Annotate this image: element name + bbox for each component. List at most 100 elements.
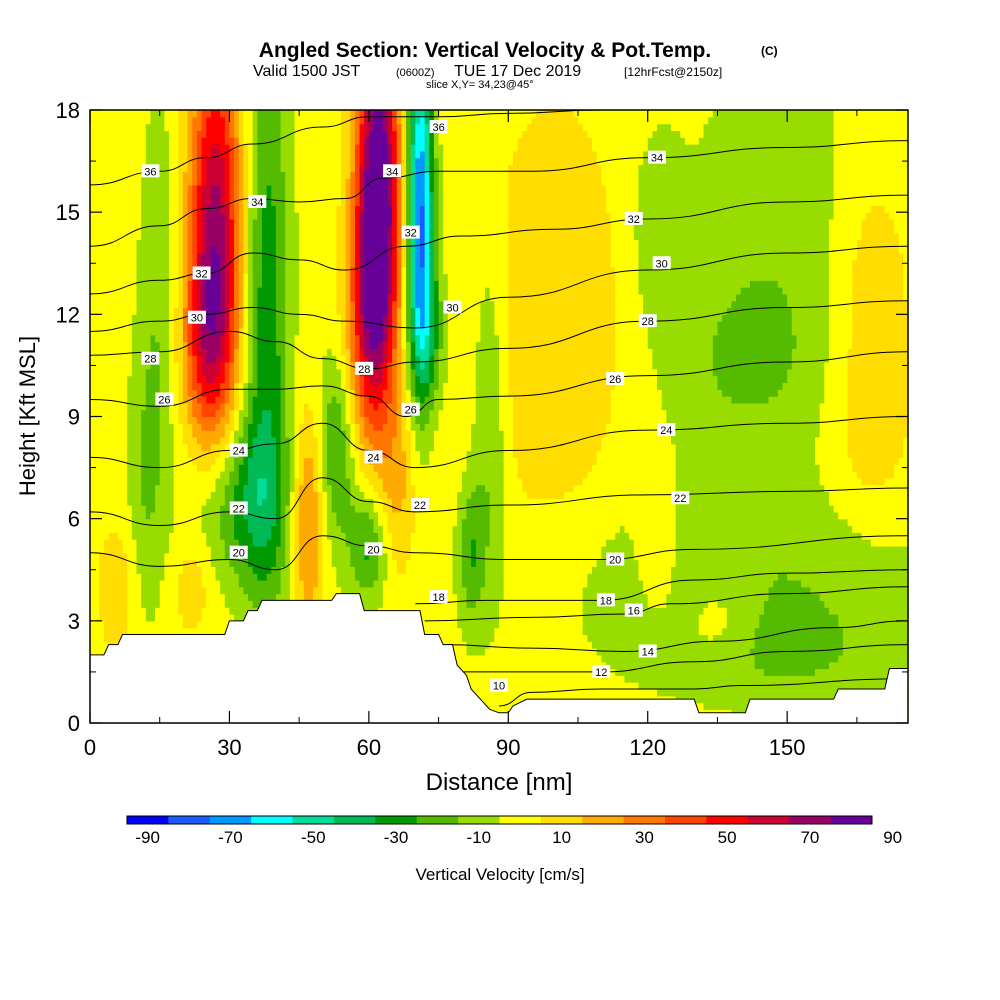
velocity-cell: [833, 682, 839, 690]
velocity-cell: [601, 627, 607, 636]
velocity-cell: [145, 614, 152, 622]
velocity-cell: [313, 566, 319, 574]
velocity-cell: [759, 552, 765, 561]
velocity-cell: [657, 600, 663, 608]
velocity-cell: [554, 593, 561, 601]
velocity-cell: [712, 539, 719, 547]
velocity-cell: [573, 559, 579, 567]
velocity-cell: [182, 525, 189, 533]
velocity-cell: [508, 552, 514, 561]
velocity-cell: [842, 641, 849, 649]
velocity-cell: [294, 559, 300, 567]
velocity-cell: [275, 586, 282, 595]
velocity-cell: [661, 573, 667, 581]
velocity-cell: [782, 539, 788, 547]
velocity-cell: [173, 559, 179, 567]
velocity-cell: [378, 552, 384, 561]
velocity-cell: [280, 566, 286, 574]
velocity-cell: [856, 614, 863, 622]
velocity-cell: [703, 661, 709, 670]
velocity-cell: [438, 532, 444, 540]
velocity-cell: [601, 539, 607, 547]
velocity-cell: [805, 573, 811, 581]
velocity-cell: [652, 545, 658, 554]
velocity-cell: [777, 593, 784, 601]
velocity-cell: [392, 579, 398, 588]
velocity-cell: [796, 600, 802, 608]
velocity-cell: [159, 559, 165, 567]
velocity-cell: [768, 559, 774, 567]
velocity-cell: [429, 573, 435, 581]
velocity-cell: [578, 559, 584, 567]
velocity-cell: [564, 566, 570, 574]
velocity-cell: [866, 682, 872, 690]
velocity-cell: [452, 607, 458, 615]
velocity-cell: [517, 593, 523, 601]
velocity-cell: [415, 579, 421, 588]
velocity-cell: [777, 566, 784, 574]
velocity-cell: [805, 586, 811, 595]
velocity-cell: [694, 579, 700, 588]
velocity-cell: [526, 654, 533, 663]
velocity-cell: [861, 675, 867, 683]
velocity-cell: [726, 634, 732, 642]
velocity-cell: [852, 600, 858, 608]
velocity-cell: [159, 607, 165, 615]
velocity-cell: [842, 545, 849, 554]
velocity-cell: [452, 634, 458, 642]
velocity-cell: [731, 695, 737, 704]
velocity-cell: [196, 525, 203, 533]
velocity-cell: [489, 614, 495, 622]
velocity-cell: [898, 634, 904, 642]
velocity-cell: [108, 552, 114, 561]
velocity-cell: [875, 586, 881, 595]
velocity-cell: [499, 532, 505, 540]
velocity-cell: [736, 559, 742, 567]
velocity-cell: [433, 573, 440, 581]
velocity-cell: [759, 593, 765, 601]
velocity-cell: [526, 661, 533, 670]
velocity-cell: [661, 539, 667, 547]
velocity-cell: [461, 627, 468, 636]
velocity-cell: [550, 539, 556, 547]
velocity-cell: [396, 539, 402, 547]
velocity-cell: [350, 579, 356, 588]
velocity-cell: [336, 552, 342, 561]
velocity-cell: [554, 566, 561, 574]
velocity-cell: [485, 702, 491, 710]
velocity-cell: [178, 566, 184, 574]
velocity-cell: [531, 573, 537, 581]
velocity-cell: [680, 648, 686, 656]
velocity-cell: [740, 695, 746, 704]
velocity-cell: [480, 532, 486, 540]
velocity-cell: [248, 593, 254, 601]
velocity-cell: [99, 620, 105, 629]
velocity-cell: [777, 661, 784, 670]
velocity-cell: [708, 682, 714, 690]
velocity-cell: [517, 607, 523, 615]
velocity-cell: [568, 539, 574, 547]
velocity-cell: [410, 566, 416, 574]
velocity-cell: [573, 688, 579, 697]
velocity-cell: [745, 559, 751, 567]
velocity-cell: [215, 559, 221, 567]
velocity-cell: [703, 600, 709, 608]
velocity-cell: [801, 559, 807, 567]
velocity-cell: [522, 641, 528, 649]
velocity-cell: [489, 607, 495, 615]
velocity-cell: [670, 661, 677, 670]
velocity-cell: [554, 586, 561, 595]
velocity-cell: [680, 579, 686, 588]
velocity-cell: [508, 586, 514, 595]
velocity-cell: [387, 593, 393, 601]
velocity-cell: [173, 607, 179, 615]
velocity-cell: [308, 539, 314, 547]
velocity-cell: [824, 614, 830, 622]
velocity-cell: [615, 641, 621, 649]
velocity-cell: [754, 586, 760, 595]
velocity-cell: [178, 586, 184, 595]
velocity-cell: [763, 675, 770, 683]
velocity-cell: [196, 539, 203, 547]
velocity-cell: [726, 648, 732, 656]
velocity-cell: [726, 641, 732, 649]
